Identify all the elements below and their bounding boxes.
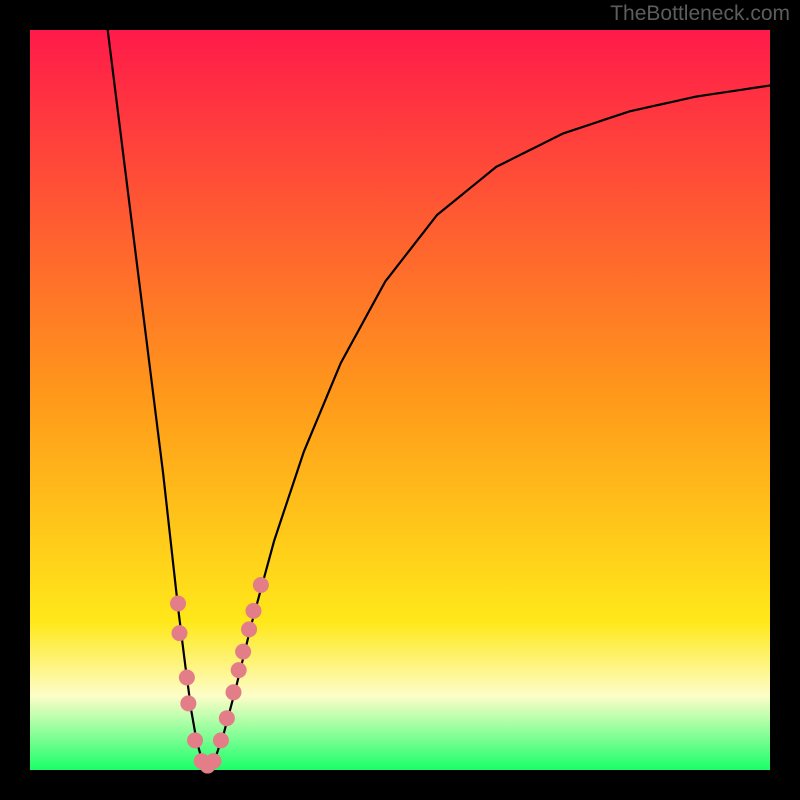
- data-dot: [226, 684, 242, 700]
- data-dot: [170, 596, 186, 612]
- watermark-text: TheBottleneck.com: [610, 2, 790, 26]
- chart-container: TheBottleneck.com: [0, 0, 800, 800]
- data-dot: [235, 644, 251, 660]
- data-dot: [180, 695, 196, 711]
- data-dot: [171, 625, 187, 641]
- data-dot: [231, 662, 247, 678]
- data-dot: [219, 710, 235, 726]
- bottleneck-curve: [108, 30, 770, 768]
- data-dot: [241, 621, 257, 637]
- data-dot: [213, 732, 229, 748]
- data-dot: [187, 732, 203, 748]
- data-dot: [253, 577, 269, 593]
- curve-overlay: [0, 0, 800, 800]
- data-dot: [245, 603, 261, 619]
- data-dot: [206, 753, 222, 769]
- data-dot: [179, 670, 195, 686]
